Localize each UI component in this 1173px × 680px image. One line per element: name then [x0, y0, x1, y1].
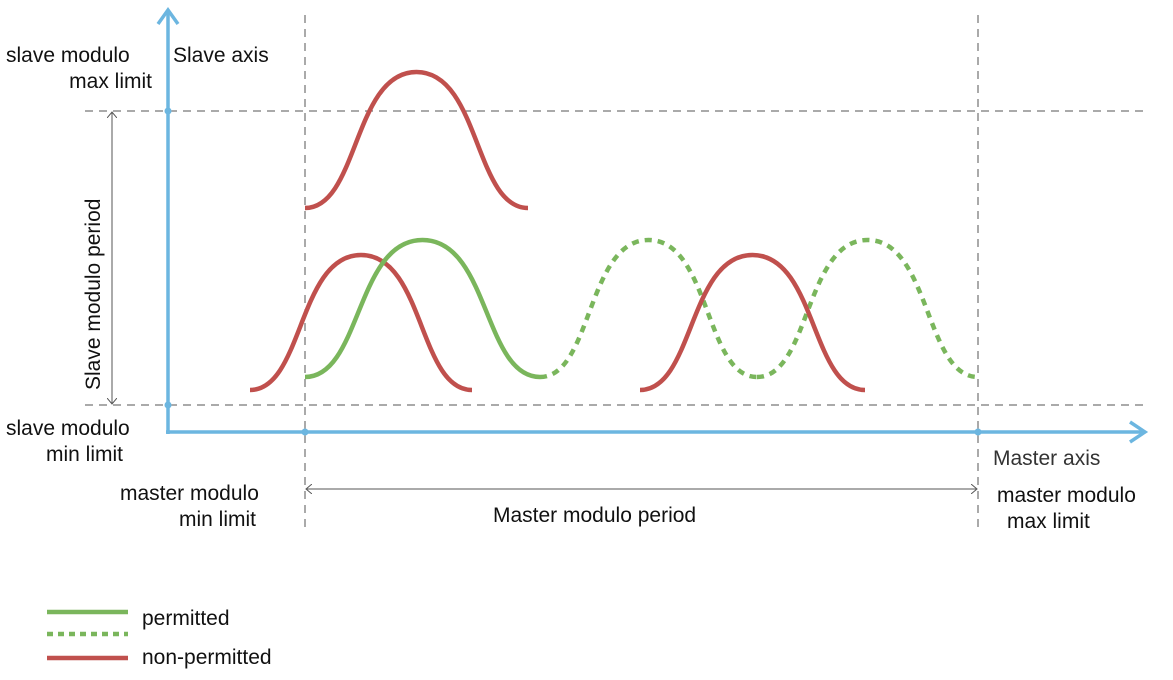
slave-min-marker — [164, 401, 172, 409]
slave-max-marker — [164, 107, 172, 115]
slave-axis-arrowhead — [156, 6, 180, 26]
master-min-label-line1: master modulo — [120, 482, 259, 505]
master-max-label-line1: master modulo — [997, 484, 1136, 507]
permitted-curve-solid — [304, 237, 541, 380]
slave-max-label-line2: max limit — [69, 70, 152, 93]
permitted-curve-dotted-2 — [756, 237, 979, 380]
slave-period-label: Slave modulo period — [82, 198, 105, 390]
master-min-label: master modulo min limit — [120, 481, 259, 533]
non-permitted-curve-right — [639, 252, 866, 393]
legend-label-permitted: permitted — [142, 607, 230, 630]
slave-min-label: slave modulo min limit — [6, 416, 130, 468]
master-min-label-line2: min limit — [179, 508, 256, 531]
slave-min-label-line1: slave modulo — [6, 417, 130, 440]
permitted-curve-dotted-1 — [539, 237, 758, 380]
slave-axis-label: Slave axis — [173, 44, 269, 67]
master-axis-label: Master axis — [993, 447, 1101, 470]
master-max-label-line2: max limit — [1007, 510, 1090, 533]
non-permitted-curve-left — [249, 252, 473, 393]
slave-max-label: slave modulo max limit — [2, 43, 162, 95]
master-period-label: Master modulo period — [493, 504, 697, 527]
legend-label-non-permitted: non-permitted — [142, 646, 272, 669]
master-max-marker — [974, 428, 982, 436]
master-min-marker — [301, 428, 309, 436]
slave-max-label-line1: slave modulo — [6, 44, 130, 67]
master-axis-arrowhead — [1129, 420, 1149, 444]
master-max-label: master modulo max limit — [997, 483, 1136, 535]
slave-min-label-line2: min limit — [46, 443, 123, 466]
non-permitted-curve-top — [304, 69, 529, 211]
